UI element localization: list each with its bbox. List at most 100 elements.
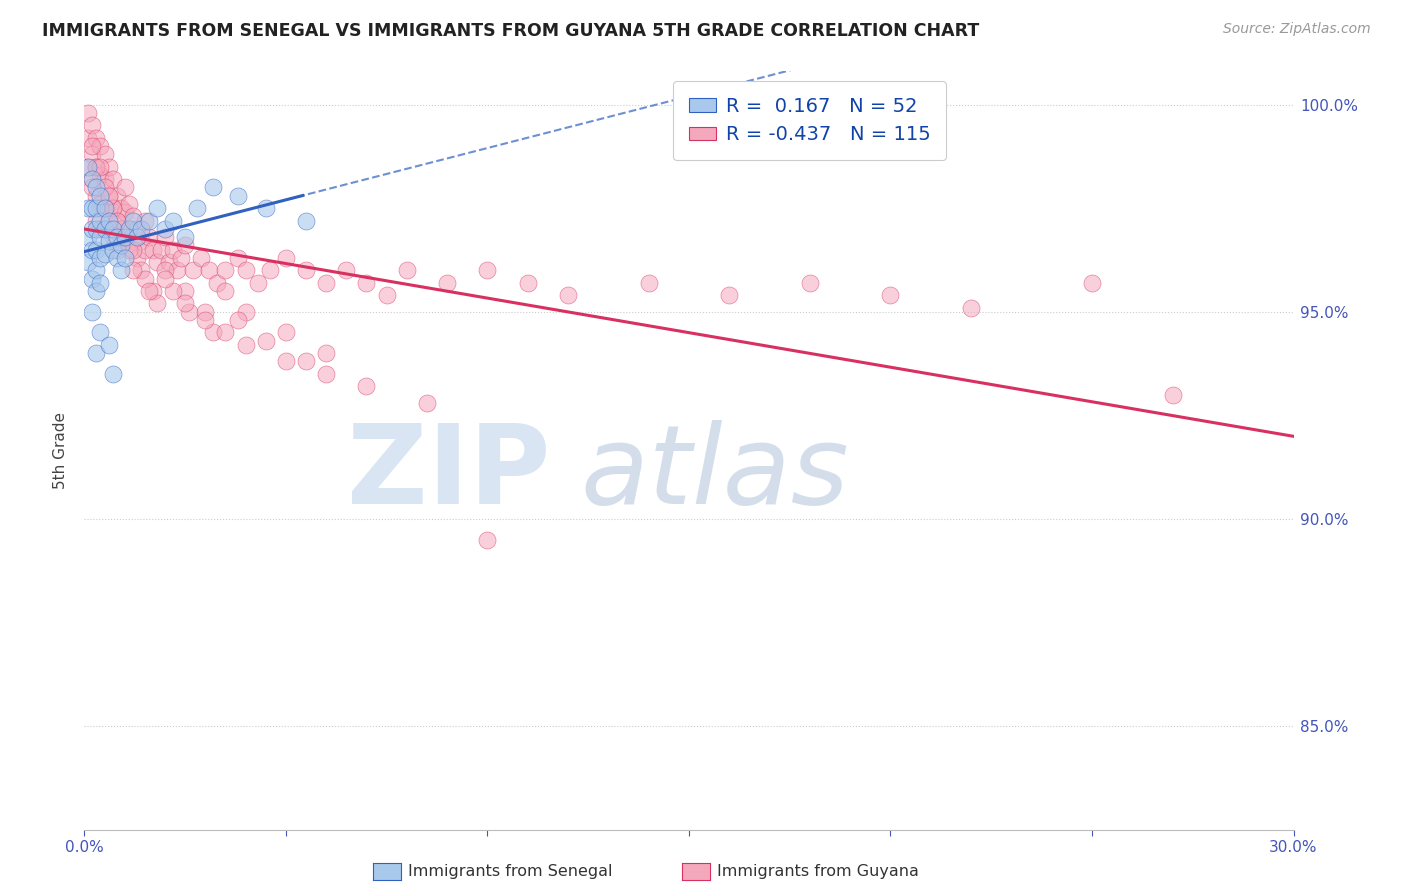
- Point: [77, 255, 100, 269]
- Point: [207, 276, 229, 290]
- Point: [110, 263, 132, 277]
- Point: [190, 251, 212, 265]
- Text: Immigrants from Senegal: Immigrants from Senegal: [408, 864, 612, 879]
- Point: [174, 230, 197, 244]
- Point: [121, 210, 143, 224]
- Point: [149, 243, 172, 257]
- Point: [202, 326, 225, 340]
- Point: [134, 271, 156, 285]
- Point: [138, 230, 160, 244]
- Point: [101, 230, 124, 244]
- Point: [125, 222, 148, 236]
- Point: [82, 201, 104, 215]
- Point: [214, 263, 236, 277]
- Point: [637, 276, 659, 290]
- Point: [274, 326, 297, 340]
- Point: [356, 379, 378, 393]
- Point: [879, 288, 901, 302]
- Point: [93, 172, 115, 186]
- Point: [246, 276, 269, 290]
- Point: [77, 105, 100, 120]
- Point: [142, 284, 165, 298]
- Text: atlas: atlas: [581, 420, 849, 526]
- Point: [142, 243, 165, 257]
- Point: [118, 197, 141, 211]
- Point: [146, 201, 169, 215]
- Point: [153, 230, 176, 244]
- Point: [138, 284, 160, 298]
- Point: [89, 197, 111, 211]
- Point: [97, 213, 120, 227]
- Point: [101, 243, 124, 257]
- Point: [114, 205, 136, 219]
- Point: [186, 201, 208, 215]
- Point: [114, 234, 136, 248]
- Point: [170, 251, 193, 265]
- Point: [254, 201, 277, 215]
- Point: [960, 301, 983, 315]
- Point: [157, 255, 180, 269]
- Point: [93, 222, 115, 236]
- Point: [235, 304, 257, 318]
- Legend: R =  0.167   N = 52, R = -0.437   N = 115: R = 0.167 N = 52, R = -0.437 N = 115: [673, 81, 946, 160]
- Point: [82, 118, 104, 132]
- Point: [181, 263, 204, 277]
- Point: [356, 276, 378, 290]
- Point: [97, 234, 120, 248]
- Text: Immigrants from Guyana: Immigrants from Guyana: [717, 864, 920, 879]
- Point: [153, 222, 176, 236]
- Point: [105, 188, 128, 202]
- Point: [77, 201, 100, 215]
- Point: [516, 276, 538, 290]
- Point: [315, 346, 337, 360]
- Point: [89, 251, 111, 265]
- Point: [194, 313, 217, 327]
- Point: [118, 222, 141, 236]
- Point: [82, 243, 104, 257]
- Point: [101, 367, 124, 381]
- Point: [1081, 276, 1104, 290]
- Point: [93, 147, 115, 161]
- Point: [134, 243, 156, 257]
- Point: [166, 263, 188, 277]
- Point: [718, 288, 741, 302]
- Point: [101, 201, 124, 215]
- Point: [134, 213, 156, 227]
- Point: [97, 188, 120, 202]
- Point: [105, 213, 128, 227]
- Point: [89, 276, 111, 290]
- Point: [82, 172, 104, 186]
- Point: [214, 326, 236, 340]
- Point: [89, 230, 111, 244]
- Point: [77, 130, 100, 145]
- Point: [86, 160, 108, 174]
- Point: [557, 288, 579, 302]
- Point: [110, 201, 132, 215]
- Point: [436, 276, 458, 290]
- Point: [129, 234, 152, 248]
- Point: [82, 180, 104, 194]
- Point: [93, 201, 115, 215]
- Point: [82, 222, 104, 236]
- Point: [86, 284, 108, 298]
- Point: [97, 338, 120, 352]
- Point: [138, 213, 160, 227]
- Point: [105, 251, 128, 265]
- Point: [77, 160, 100, 174]
- Point: [89, 222, 111, 236]
- Point: [89, 326, 111, 340]
- Point: [235, 263, 257, 277]
- Point: [375, 288, 398, 302]
- Point: [105, 213, 128, 227]
- Point: [93, 201, 115, 215]
- Point: [82, 172, 104, 186]
- Point: [86, 180, 108, 194]
- Point: [202, 180, 225, 194]
- Point: [174, 238, 197, 252]
- Point: [315, 367, 337, 381]
- Point: [118, 222, 141, 236]
- Point: [105, 230, 128, 244]
- Point: [118, 243, 141, 257]
- Point: [86, 130, 108, 145]
- Point: [174, 284, 197, 298]
